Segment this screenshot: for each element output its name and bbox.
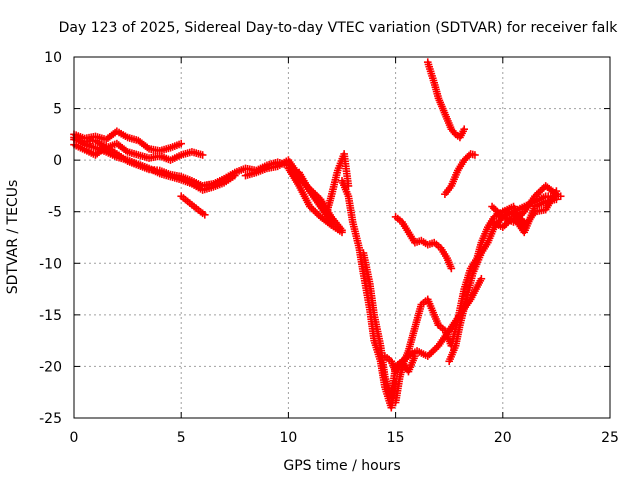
data-point: [460, 125, 469, 133]
data-point: [338, 228, 346, 237]
x-tick-label: 5: [177, 430, 186, 446]
data-point: [198, 151, 207, 159]
x-tick-label: 10: [279, 430, 297, 446]
y-tick-label: 10: [44, 50, 62, 66]
data-point: [471, 151, 479, 159]
y-tick-label: -10: [39, 256, 62, 272]
y-tick-label: -15: [39, 308, 62, 324]
data-points: [70, 58, 565, 412]
data-point: [200, 211, 209, 219]
y-tick-label: 5: [53, 102, 62, 118]
plot-frame: [73, 56, 611, 419]
y-tick-label: 0: [53, 153, 62, 169]
data-point: [447, 264, 456, 273]
x-axis-label: GPS time / hours: [283, 458, 400, 474]
data-point: [477, 274, 486, 283]
x-tick-label: 0: [70, 430, 79, 446]
data-point: [177, 139, 185, 148]
data-point: [552, 187, 561, 195]
axis-ticks: 0 5 10 15 20 25 10 5 0 -5 -10 -15 -20 -25: [39, 50, 619, 446]
data-point: [327, 216, 336, 224]
y-axis-label: SDTVAR / TECUs: [5, 180, 21, 295]
x-tick-label: 15: [387, 430, 405, 446]
y-tick-label: -5: [48, 205, 62, 221]
x-tick-label: 20: [494, 430, 512, 446]
y-tick-label: -20: [39, 359, 62, 375]
y-tick-label: -25: [39, 411, 62, 427]
chart-title: Day 123 of 2025, Sidereal Day-to-day VTE…: [59, 20, 619, 36]
x-tick-label: 25: [601, 430, 619, 446]
grid: [74, 57, 610, 418]
data-point: [556, 192, 565, 201]
